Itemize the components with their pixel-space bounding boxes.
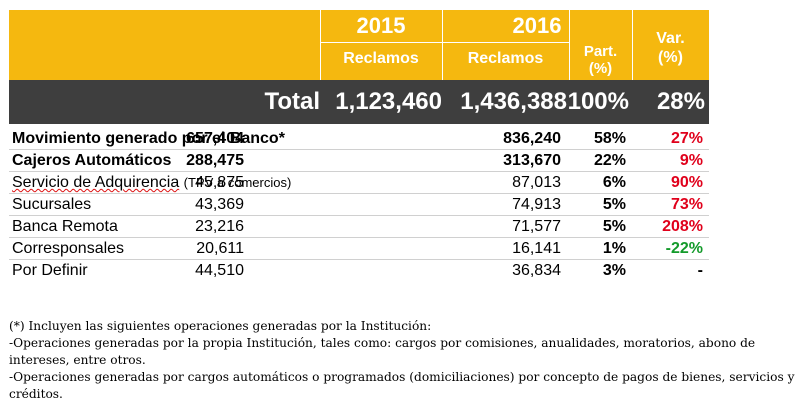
row-var: -22% (665, 240, 703, 257)
row-var: 9% (679, 152, 703, 169)
row-label-group: Servicio de Adquirencia (TPV a comercios… (12, 174, 291, 192)
table-row: Por Definir 44,510 36,834 3% - (9, 260, 709, 282)
row-divider (9, 149, 709, 150)
footnotes: (*) Incluyen las siguientes operaciones … (9, 318, 799, 403)
header-year-2016: 2016 (512, 13, 562, 38)
header-divider (632, 10, 633, 80)
row-part: 5% (602, 196, 626, 213)
footnote-item: -Operaciones generadas por cargos automá… (9, 370, 795, 401)
row-divider (9, 237, 709, 238)
row-var: - (697, 262, 703, 279)
header-var-label: Var. (656, 30, 685, 47)
header-divider (320, 10, 321, 80)
row-part: 5% (602, 218, 626, 235)
footnote-item: -Operaciones generadas por la propia Ins… (9, 336, 756, 367)
header-part: Part. (%) (569, 43, 632, 77)
row-2016: 16,141 (512, 240, 561, 257)
row-part: 22% (593, 152, 626, 169)
row-2016: 74,913 (512, 196, 561, 213)
row-label: Movimiento generado por el Banco* (12, 130, 285, 147)
total-2015: 1,123,460 (335, 88, 442, 115)
row-2016: 87,013 (512, 174, 561, 191)
row-label-note: (TPV a comercios) (183, 175, 292, 190)
row-divider (9, 193, 709, 194)
total-2016: 1,436,388 (460, 88, 567, 115)
claims-table: 2015 2016 Reclamos Reclamos Part. (%) Va… (9, 10, 709, 282)
row-var: 73% (670, 196, 703, 213)
row-2016: 36,834 (512, 262, 561, 279)
header-var-unit: (%) (658, 49, 683, 66)
row-part: 1% (602, 240, 626, 257)
header-divider (320, 42, 569, 43)
row-label: Corresponsales (12, 240, 125, 257)
row-2016: 313,670 (503, 152, 561, 169)
row-2015: 44,510 (195, 262, 244, 279)
row-var: 90% (670, 174, 703, 191)
total-var: 28% (656, 88, 705, 115)
row-part: 3% (602, 262, 626, 279)
row-divider (9, 215, 709, 216)
header-reclamos-2016: Reclamos (467, 50, 544, 67)
header-part-unit: (%) (588, 60, 613, 77)
row-2016: 836,240 (503, 130, 561, 147)
row-divider (9, 259, 709, 260)
row-2015: 45,875 (195, 174, 244, 191)
table-row: Movimiento generado por el Banco* 657,40… (9, 128, 709, 150)
row-2015: 43,369 (195, 196, 244, 213)
row-2015: 657,404 (186, 130, 244, 147)
row-part: 6% (602, 174, 626, 191)
header-var: Var. (%) (632, 29, 709, 67)
row-var: 208% (662, 218, 703, 235)
row-label: Banca Remota (12, 218, 118, 235)
row-2015: 23,216 (195, 218, 244, 235)
row-label: Servicio de Adquirencia (12, 174, 180, 191)
row-2016: 71,577 (512, 218, 561, 235)
row-label: Por Definir (12, 262, 88, 279)
total-part: 100% (567, 88, 629, 115)
table-row: Sucursales 43,369 74,913 5% 73% (9, 194, 709, 216)
header-divider (442, 10, 443, 80)
total-label: Total (264, 88, 320, 115)
row-label: Cajeros Automáticos (12, 152, 172, 169)
row-label: Sucursales (12, 196, 92, 213)
row-part: 58% (593, 130, 626, 147)
table-row: Banca Remota 23,216 71,577 5% 208% (9, 216, 709, 238)
header-part-label: Part. (583, 43, 618, 60)
row-divider (9, 171, 709, 172)
row-2015: 20,611 (196, 240, 244, 257)
table-row: Cajeros Automáticos 288,475 313,670 22% … (9, 150, 709, 172)
footnote-heading: (*) Incluyen las siguientes operaciones … (9, 319, 432, 333)
header-year-2015: 2015 (356, 13, 406, 38)
table-row: Corresponsales 20,611 16,141 1% -22% (9, 238, 709, 260)
header-reclamos-2015: Reclamos (343, 50, 419, 67)
row-var: 27% (670, 130, 703, 147)
total-row: Total 1,123,460 1,436,388 100% 28% (9, 80, 709, 124)
table-header: 2015 2016 Reclamos Reclamos Part. (%) Va… (9, 10, 709, 80)
header-divider (569, 10, 570, 80)
row-2015: 288,475 (186, 152, 244, 169)
table-row: Servicio de Adquirencia (TPV a comercios… (9, 172, 709, 194)
